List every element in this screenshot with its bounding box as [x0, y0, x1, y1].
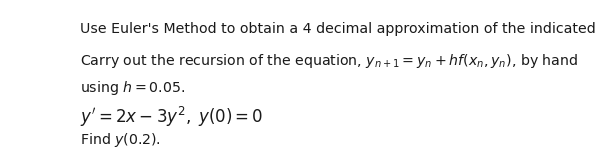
- Text: $y' = 2x - 3y^2, \; y(0) = 0$: $y' = 2x - 3y^2, \; y(0) = 0$: [80, 105, 264, 129]
- Text: Find $y(0.2)$.: Find $y(0.2)$.: [80, 131, 161, 149]
- Text: using $h = 0.05$.: using $h = 0.05$.: [80, 80, 186, 97]
- Text: Carry out the recursion of the equation, $y_{n+1} = y_n + hf(x_n, y_n)$, by hand: Carry out the recursion of the equation,…: [80, 52, 578, 70]
- Text: Use Euler's Method to obtain a 4 decimal approximation of the indicated value.: Use Euler's Method to obtain a 4 decimal…: [80, 22, 595, 36]
